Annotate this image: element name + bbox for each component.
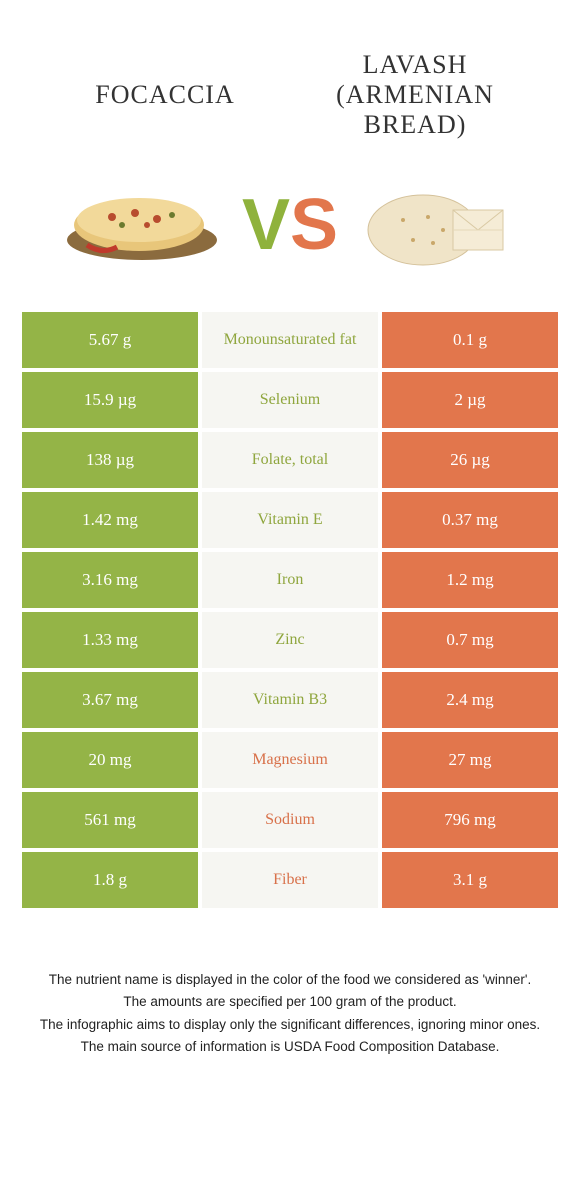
left-value-cell: 1.33 mg (20, 610, 200, 670)
footnote-line: The infographic aims to display only the… (30, 1015, 550, 1035)
right-value-cell: 26 µg (380, 430, 560, 490)
header-left: FOCACCIA (40, 50, 290, 110)
right-value-cell: 27 mg (380, 730, 560, 790)
right-value-cell: 0.7 mg (380, 610, 560, 670)
nutrient-label-cell: Folate, total (200, 430, 380, 490)
right-value-cell: 796 mg (380, 790, 560, 850)
table-row: 561 mgSodium796 mg (20, 790, 560, 850)
table-row: 138 µgFolate, total26 µg (20, 430, 560, 490)
nutrient-label-cell: Monounsaturated fat (200, 310, 380, 370)
right-value-cell: 2 µg (380, 370, 560, 430)
table-row: 20 mgMagnesium27 mg (20, 730, 560, 790)
left-value-cell: 138 µg (20, 430, 200, 490)
nutrient-label-cell: Vitamin E (200, 490, 380, 550)
left-value-cell: 1.8 g (20, 850, 200, 910)
table-row: 1.33 mgZinc0.7 mg (20, 610, 560, 670)
left-value-cell: 3.16 mg (20, 550, 200, 610)
nutrient-label-cell: Selenium (200, 370, 380, 430)
left-value-cell: 1.42 mg (20, 490, 200, 550)
table-row: 3.16 mgIron1.2 mg (20, 550, 560, 610)
nutrient-label-cell: Fiber (200, 850, 380, 910)
footnote-line: The amounts are specified per 100 gram o… (30, 992, 550, 1012)
vs-v-letter: V (242, 184, 290, 266)
lavash-icon (353, 175, 523, 275)
header-right: LAVASH (ARMENIAN BREAD) (290, 50, 540, 140)
table-row: 15.9 µgSelenium2 µg (20, 370, 560, 430)
food-title-right: LAVASH (ARMENIAN BREAD) (290, 50, 540, 140)
vs-s-letter: S (290, 184, 338, 266)
footnote-line: The nutrient name is displayed in the co… (30, 970, 550, 990)
right-value-cell: 3.1 g (380, 850, 560, 910)
nutrient-label-cell: Vitamin B3 (200, 670, 380, 730)
nutrient-label-cell: Magnesium (200, 730, 380, 790)
left-value-cell: 5.67 g (20, 310, 200, 370)
footnote-line: The main source of information is USDA F… (30, 1037, 550, 1057)
comparison-table: 5.67 gMonounsaturated fat0.1 g15.9 µgSel… (20, 310, 560, 910)
footnotes: The nutrient name is displayed in the co… (0, 910, 580, 1079)
left-value-cell: 20 mg (20, 730, 200, 790)
focaccia-image (52, 170, 232, 280)
right-value-cell: 0.1 g (380, 310, 560, 370)
vs-row: VS (0, 160, 580, 310)
table-row: 5.67 gMonounsaturated fat0.1 g (20, 310, 560, 370)
vs-label: VS (242, 184, 338, 266)
nutrient-label-cell: Zinc (200, 610, 380, 670)
food-title-left: FOCACCIA (40, 80, 290, 110)
right-value-cell: 1.2 mg (380, 550, 560, 610)
right-value-cell: 2.4 mg (380, 670, 560, 730)
left-value-cell: 15.9 µg (20, 370, 200, 430)
header: FOCACCIA LAVASH (ARMENIAN BREAD) (0, 0, 580, 160)
nutrient-label-cell: Iron (200, 550, 380, 610)
focaccia-icon (57, 175, 227, 275)
nutrient-label-cell: Sodium (200, 790, 380, 850)
left-value-cell: 561 mg (20, 790, 200, 850)
lavash-image (348, 170, 528, 280)
table-row: 1.42 mgVitamin E0.37 mg (20, 490, 560, 550)
table-row: 3.67 mgVitamin B32.4 mg (20, 670, 560, 730)
right-value-cell: 0.37 mg (380, 490, 560, 550)
left-value-cell: 3.67 mg (20, 670, 200, 730)
table-row: 1.8 gFiber3.1 g (20, 850, 560, 910)
